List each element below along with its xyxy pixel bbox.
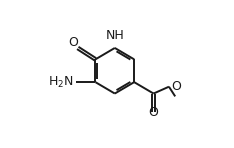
Text: NH: NH (106, 29, 125, 42)
Text: O: O (68, 36, 78, 49)
Text: O: O (149, 106, 158, 119)
Text: O: O (171, 80, 181, 93)
Text: H$_2$N: H$_2$N (48, 75, 74, 90)
